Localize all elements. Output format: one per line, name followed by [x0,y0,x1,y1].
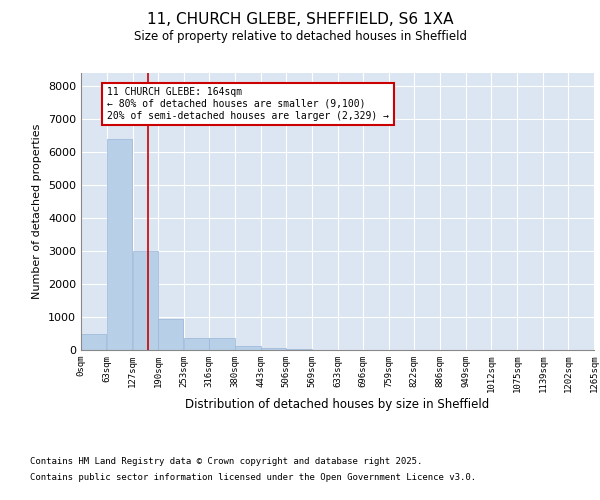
Bar [81,334,106,350]
Y-axis label: Number of detached properties: Number of detached properties [32,124,43,299]
Text: 11, CHURCH GLEBE, SHEFFIELD, S6 1XA: 11, CHURCH GLEBE, SHEFFIELD, S6 1XA [147,12,453,28]
Text: Size of property relative to detached houses in Sheffield: Size of property relative to detached ho… [133,30,467,43]
Text: Contains HM Land Registry data © Crown copyright and database right 2025.: Contains HM Land Registry data © Crown c… [30,458,422,466]
Bar [158,318,184,350]
Bar [107,138,132,350]
Bar [235,346,260,350]
Bar [209,338,235,350]
Text: Contains public sector information licensed under the Open Government Licence v3: Contains public sector information licen… [30,472,476,482]
Bar [286,349,311,350]
Text: 11 CHURCH GLEBE: 164sqm
← 80% of detached houses are smaller (9,100)
20% of semi: 11 CHURCH GLEBE: 164sqm ← 80% of detache… [107,88,389,120]
X-axis label: Distribution of detached houses by size in Sheffield: Distribution of detached houses by size … [185,398,490,411]
Bar [184,338,209,350]
Bar [261,348,286,350]
Bar [133,251,158,350]
